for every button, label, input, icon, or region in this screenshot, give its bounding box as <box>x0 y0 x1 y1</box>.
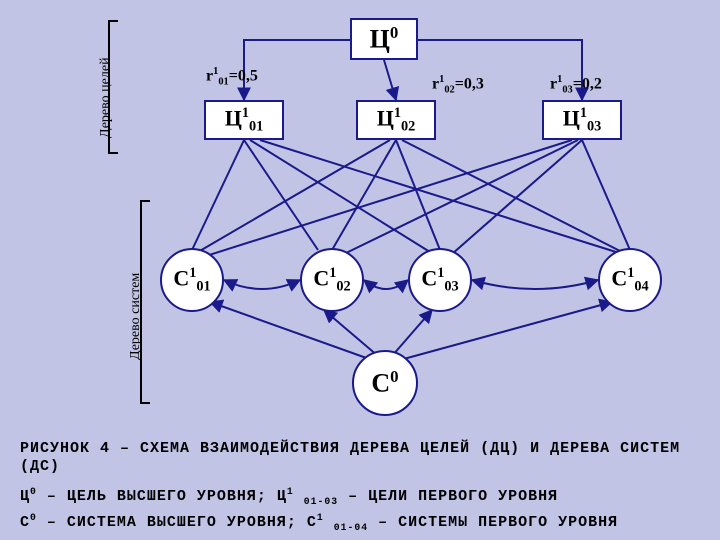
goal-node-c101: Ц101 <box>204 100 284 140</box>
axis-label: Дерево систем <box>128 273 144 360</box>
caption-line: Ц0 – ЦЕЛЬ ВЫСШЕГО УРОВНЯ; Ц1 01-03 – ЦЕЛ… <box>20 486 558 507</box>
system-node-s103: С103 <box>408 248 472 312</box>
edge-weight: r102=0,3 <box>432 74 484 96</box>
edge-weight: r101=0,5 <box>206 66 258 88</box>
caption-line: РИСУНОК 4 – СХЕМА ВЗАИМОДЕЙСТВИЯ ДЕРЕВА … <box>20 440 680 457</box>
system-node-s102: С102 <box>300 248 364 312</box>
goal-node-c102: Ц102 <box>356 100 436 140</box>
caption-line: (ДС) <box>20 458 60 475</box>
axis-label: Дерево целей <box>98 57 114 138</box>
diagram-stage: { "canvas":{"w":720,"h":540,"bg":"#c2c4e… <box>0 0 720 540</box>
system-node-s0: С0 <box>352 350 418 416</box>
edge-weight: r103=0,2 <box>550 74 602 96</box>
goal-node-c0: Ц0 <box>350 18 418 60</box>
goal-node-c103: Ц103 <box>542 100 622 140</box>
system-node-s101: С101 <box>160 248 224 312</box>
caption-line: С0 – СИСТЕМА ВЫСШЕГО УРОВНЯ; С1 01-04 – … <box>20 512 618 533</box>
system-node-s104: С104 <box>598 248 662 312</box>
